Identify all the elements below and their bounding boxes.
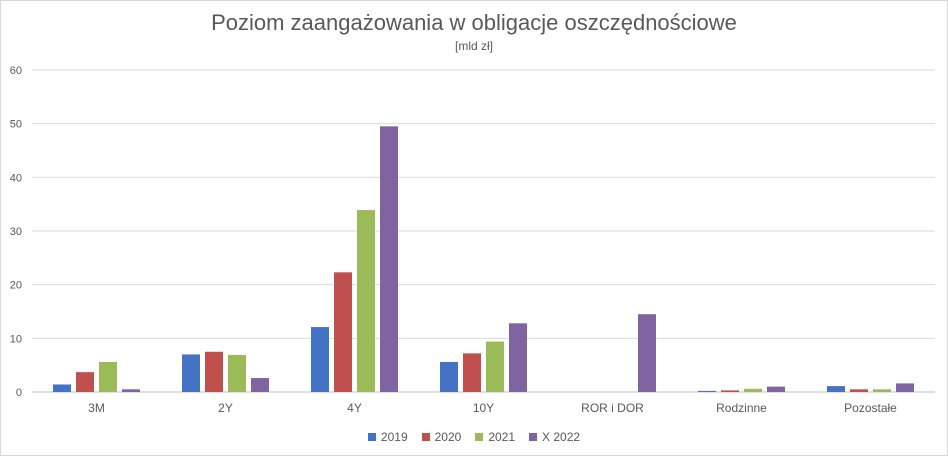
legend: 2019 2020 2021 X 2022 [0, 430, 948, 444]
bar [311, 327, 329, 392]
y-tick-label: 0 [16, 387, 22, 399]
bar [357, 210, 375, 392]
legend-label: 2021 [488, 430, 516, 444]
legend-swatch [529, 433, 538, 441]
bar [53, 384, 71, 392]
y-tick-label: 40 [10, 172, 22, 184]
x-tick-label: 10Y [473, 401, 494, 415]
bar [744, 388, 762, 392]
legend-label: 2020 [434, 430, 462, 444]
bar [122, 389, 140, 392]
bar [205, 351, 223, 392]
y-tick-label: 60 [10, 65, 22, 77]
x-tick-label: 3M [88, 401, 105, 415]
y-tick-label: 50 [10, 119, 22, 131]
x-tick-label: Pozostałe [844, 401, 897, 415]
bar [380, 126, 398, 392]
y-tick-label: 30 [10, 226, 22, 238]
legend-swatch [421, 433, 430, 441]
legend-label: X 2022 [542, 430, 581, 444]
bar [873, 389, 891, 392]
bar [767, 386, 785, 392]
bar [99, 361, 117, 392]
legend-swatch [475, 433, 484, 441]
bar [228, 354, 246, 392]
bar [850, 389, 868, 392]
bar [76, 372, 94, 392]
x-tick-label: Rodzinne [716, 401, 767, 415]
legend-item: X 2022 [529, 430, 580, 444]
y-tick-label: 20 [10, 280, 22, 292]
x-tick-label: 2Y [218, 401, 233, 415]
chart-subtitle: [mld zł] [454, 39, 493, 53]
bar [721, 390, 739, 392]
bar [463, 353, 481, 392]
legend-item: 2020 [421, 430, 462, 444]
bar [827, 386, 845, 392]
legend-item: 2019 [367, 430, 408, 444]
bar [486, 341, 504, 392]
chart-title: Poziom zaangażowania w obligacje oszczęd… [211, 10, 737, 35]
legend-swatch [367, 433, 376, 441]
bar [440, 361, 458, 392]
bar [251, 378, 269, 392]
bar [182, 354, 200, 392]
bar [896, 383, 914, 392]
bar [698, 390, 716, 392]
legend-label: 2019 [380, 430, 408, 444]
x-tick-label: ROR i DOR [581, 401, 644, 415]
y-tick-label: 10 [10, 333, 22, 345]
legend-item: 2021 [475, 430, 515, 444]
bar [509, 323, 527, 392]
bar [334, 272, 352, 392]
x-tick-label: 4Y [347, 401, 362, 415]
bar [638, 314, 656, 392]
